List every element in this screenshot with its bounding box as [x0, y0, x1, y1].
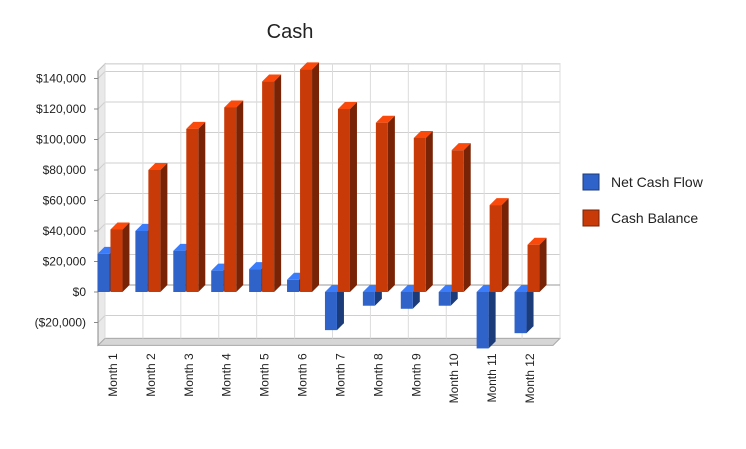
bar-side [236, 100, 244, 292]
x-tick-label: Month 5 [258, 353, 272, 397]
bar-cash-balance [375, 115, 395, 292]
bar-top [337, 102, 357, 109]
y-tick-label: $60,000 [43, 194, 87, 208]
bar-top [300, 62, 320, 70]
bar-side [122, 222, 130, 292]
legend-item-cash-balance: Cash Balance [582, 209, 698, 227]
x-tick-label: Month 4 [220, 353, 234, 397]
bar-front [287, 279, 300, 292]
bar-front [173, 250, 186, 292]
bar-side [526, 285, 534, 334]
bar-side [274, 74, 282, 292]
x-tick-label: Month 2 [144, 353, 158, 397]
legend-swatch [582, 173, 600, 191]
bar-cash-balance [186, 121, 206, 292]
bar-front [324, 292, 337, 331]
bar-front [476, 292, 489, 349]
y-tick-label: ($20,000) [35, 316, 86, 330]
bar-cash-balance [527, 237, 547, 292]
bar-front [438, 292, 451, 306]
legend: Net Cash Flow Cash Balance [582, 173, 704, 227]
bar-front [135, 231, 148, 292]
bar-top [224, 100, 244, 108]
legend-item-net-cash-flow: Net Cash Flow [582, 173, 704, 191]
bar-top [489, 198, 509, 206]
bar-cash-balance [224, 100, 244, 292]
bar-top [110, 222, 130, 230]
legend-label: Cash Balance [611, 210, 698, 226]
bar-front [97, 253, 110, 292]
y-tick-label: $120,000 [36, 102, 86, 116]
axis-layer [94, 70, 99, 346]
x-tick-label: Month 3 [182, 353, 196, 397]
bar-cash-balance [489, 198, 509, 292]
bar-top [413, 130, 433, 138]
y-tick-label: $140,000 [36, 72, 86, 86]
bar-top [375, 115, 395, 123]
bar-side [425, 130, 433, 292]
x-tick-label: Month 7 [333, 353, 347, 397]
x-tick-label: Month 11 [485, 353, 499, 402]
bar-front [514, 292, 527, 334]
bar-front [186, 128, 199, 292]
bar-side [488, 285, 496, 349]
chart-title: Cash [267, 21, 314, 43]
bar-side [501, 198, 509, 292]
bar-cash-balance [337, 102, 357, 292]
bar-side [387, 115, 395, 292]
bar-front [249, 269, 262, 292]
x-tick-label: Month 6 [296, 353, 310, 397]
bar-cash-balance [300, 62, 320, 292]
bar-front [451, 150, 464, 292]
legend-label: Net Cash Flow [611, 174, 704, 190]
bar-front [337, 109, 350, 292]
x-tick-label: Month 8 [371, 353, 385, 397]
y-tick-label: $0 [73, 285, 87, 299]
bar-front [262, 81, 275, 292]
bar-net-cash-flow [514, 285, 534, 334]
bar-side [198, 121, 206, 292]
bar-side [539, 237, 547, 292]
bar-front [489, 205, 502, 292]
legend-swatch [582, 209, 600, 227]
bar-front [148, 170, 161, 292]
bar-cash-balance [262, 74, 282, 292]
bar-side [349, 102, 357, 292]
y-tick-label: $100,000 [36, 133, 86, 147]
x-tick-label: Month 12 [523, 353, 537, 403]
bar-side [463, 143, 471, 292]
bar-side [160, 163, 168, 292]
bar-front [211, 270, 224, 292]
bar-side [336, 285, 344, 331]
x-tick-label: Month 9 [409, 353, 423, 397]
bar-side [312, 62, 320, 292]
bar-front [300, 69, 313, 292]
x-tick-label: Month 1 [106, 353, 120, 397]
bar-front [527, 244, 540, 292]
y-tick-label: $80,000 [43, 163, 87, 177]
bar-top [527, 237, 547, 245]
bar-top [262, 74, 282, 82]
y-tick-label: $40,000 [43, 224, 87, 238]
bar-front [224, 107, 237, 292]
bar-cash-balance [451, 143, 471, 292]
bar-top [186, 121, 206, 129]
bar-top [451, 143, 471, 151]
bar-front [413, 137, 426, 292]
bar-top [148, 163, 168, 170]
bars-layer [97, 62, 547, 349]
labels-layer: $140,000 $120,000 $100,000 $80,000 $60,000 $4… [35, 72, 537, 404]
bar-front [400, 292, 413, 309]
bar-cash-balance [110, 222, 130, 292]
bar-cash-balance [413, 130, 433, 292]
bar-net-cash-flow [476, 285, 496, 349]
bar-front [110, 229, 123, 292]
bar-front [362, 292, 375, 306]
y-tick-label: $20,000 [43, 255, 87, 269]
x-tick-label: Month 10 [447, 353, 461, 403]
bar-front [375, 122, 388, 292]
bar-cash-balance [148, 163, 168, 292]
